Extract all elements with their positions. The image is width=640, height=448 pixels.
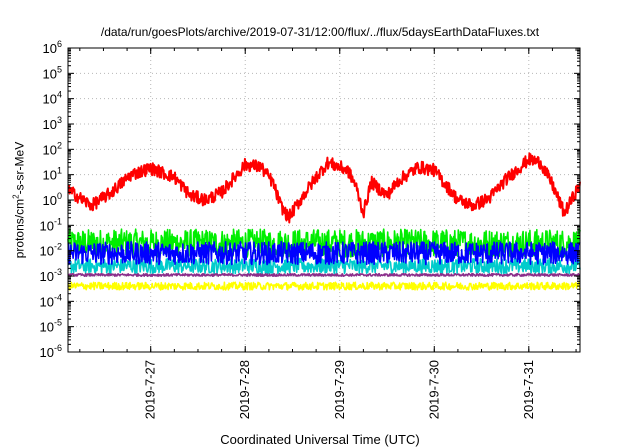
y-tick-label: 10-3 bbox=[40, 267, 62, 284]
series-line-3 bbox=[67, 240, 581, 266]
y-tick-label: 10-4 bbox=[40, 292, 62, 309]
x-tick-label: 2019-7-30 bbox=[426, 360, 441, 419]
x-tick-label: 2019-7-29 bbox=[332, 360, 347, 419]
x-axis-label: Coordinated Universal Time (UTC) bbox=[220, 432, 420, 447]
chart-title: /data/run/goesPlots/archive/2019-07-31/1… bbox=[100, 25, 540, 39]
series-line-2 bbox=[67, 257, 581, 275]
series-line-5 bbox=[67, 272, 581, 277]
y-tick-label: 104 bbox=[43, 90, 62, 107]
x-tick-label: 2019-7-27 bbox=[143, 360, 158, 419]
x-tick-label: 2019-7-28 bbox=[237, 360, 252, 419]
y-tick-label: 100 bbox=[43, 191, 62, 208]
x-axis-ticks: 2019-7-27 2019-7-28 2019-7-29 2019-7-30 2019… bbox=[79, 48, 577, 419]
y-tick-label: 105 bbox=[43, 64, 62, 81]
series-line-0 bbox=[67, 152, 581, 224]
series-line-1 bbox=[67, 228, 581, 258]
y-tick-label: 10-1 bbox=[40, 216, 62, 233]
y-axis-label: protons/cm2-s-sr-MeV bbox=[11, 141, 27, 259]
y-tick-label: 10-2 bbox=[40, 242, 62, 259]
y-tick-label: 10-6 bbox=[40, 343, 62, 360]
y-tick-label: 103 bbox=[43, 115, 62, 132]
y-axis-ticks: 10-6 10-5 10-4 10-3 10-2 10-1 100 101 102 103 104 1… bbox=[40, 39, 580, 360]
y-tick-label: 106 bbox=[43, 39, 62, 56]
y-tick-label: 101 bbox=[43, 166, 62, 183]
grid-lines bbox=[68, 48, 580, 352]
data-series bbox=[67, 152, 581, 291]
y-tick-label: 10-5 bbox=[40, 318, 62, 335]
y-tick-label: 102 bbox=[43, 140, 62, 157]
x-tick-label: 2019-7-31 bbox=[521, 360, 536, 419]
series-line-4 bbox=[67, 281, 581, 291]
